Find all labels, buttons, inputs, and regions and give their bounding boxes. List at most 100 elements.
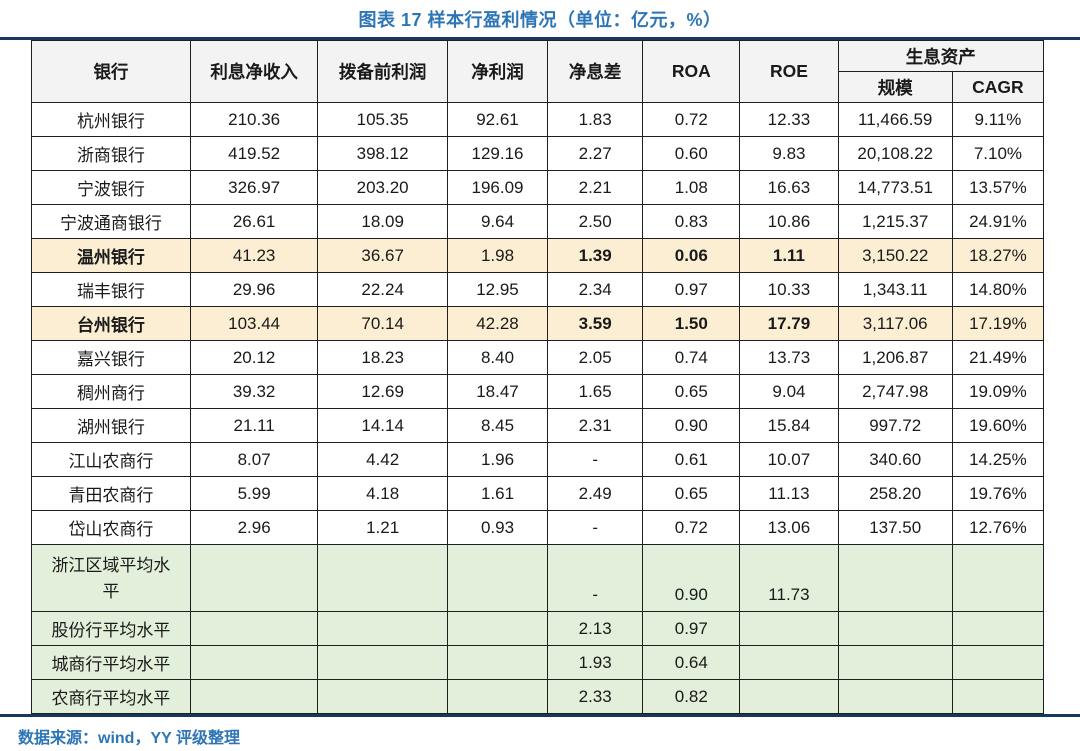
value-cell: 2.34 xyxy=(547,272,644,307)
value-cell: 10.33 xyxy=(739,272,839,307)
table-row: 稠州商行 39.32 12.69 18.47 1.65 0.65 9.04 2,747.98 1… xyxy=(31,374,1045,409)
value-cell xyxy=(837,544,953,612)
bank-name-cell: 农商行平均水平 xyxy=(31,679,191,714)
table-row: 宁波通商银行 26.61 18.09 9.64 2.50 0.83 10.86 1,215.3… xyxy=(31,204,1045,239)
value-cell: 1.65 xyxy=(547,374,644,409)
value-cell: 8.07 xyxy=(189,442,319,477)
sub-column-header-0: 规模 xyxy=(837,71,953,103)
table-row: 宁波银行 326.97 203.20 196.09 2.21 1.08 16.63 14,77… xyxy=(31,170,1045,205)
bank-name-cell: 稠州商行 xyxy=(31,374,191,409)
value-cell: 9.11% xyxy=(951,102,1045,137)
value-cell: 15.84 xyxy=(739,408,839,443)
value-cell: 340.60 xyxy=(837,442,953,477)
value-cell: 11,466.59 xyxy=(837,102,953,137)
value-cell: 137.50 xyxy=(837,510,953,545)
source-note: 数据来源：wind，YY 评级整理 xyxy=(18,730,240,747)
value-cell: 14.80% xyxy=(951,272,1045,307)
bank-name-cell: 浙商银行 xyxy=(31,136,191,171)
bank-name-cell: 股份行平均水平 xyxy=(31,611,191,646)
value-cell: 0.60 xyxy=(642,136,741,171)
value-cell xyxy=(951,611,1045,646)
value-cell: 0.97 xyxy=(642,272,741,307)
top-rule xyxy=(0,37,1080,40)
value-cell: 10.86 xyxy=(739,204,839,239)
value-cell: 129.16 xyxy=(446,136,549,171)
table-row: 浙商银行 419.52 398.12 129.16 2.27 0.60 9.83 20,108… xyxy=(31,136,1045,171)
table-row: 台州银行 103.44 70.14 42.28 3.59 1.50 17.79 3,117.0… xyxy=(31,306,1045,341)
value-cell: - xyxy=(547,544,644,612)
table-row: 江山农商行 8.07 4.42 1.96-0.61 10.07 340.60 14.25% xyxy=(31,442,1045,477)
value-cell: 103.44 xyxy=(189,306,319,341)
value-cell xyxy=(317,645,448,680)
value-cell: 14.25% xyxy=(951,442,1045,477)
table-row: 岱山农商行 2.96 1.21 0.93-0.72 13.06 137.50 12.76% xyxy=(31,510,1045,545)
value-cell: 18.27% xyxy=(951,238,1045,273)
value-cell: 21.49% xyxy=(951,340,1045,375)
table-row: 浙江区域平均水平 -0.90 11.73 xyxy=(31,544,1045,612)
value-cell xyxy=(951,679,1045,714)
value-cell: 105.35 xyxy=(317,102,448,137)
value-cell: 2.05 xyxy=(547,340,644,375)
value-cell: 18.09 xyxy=(317,204,448,239)
value-cell: 196.09 xyxy=(446,170,549,205)
value-cell: 0.72 xyxy=(642,102,741,137)
table-row: 温州银行 41.23 36.67 1.98 1.39 0.06 1.11 3,150.22 18… xyxy=(31,238,1045,273)
value-cell: 21.11 xyxy=(189,408,319,443)
table-row: 杭州银行 210.36 105.35 92.61 1.83 0.72 12.33 11,466… xyxy=(31,102,1045,137)
column-header-1: 利息净收入 xyxy=(189,40,319,103)
value-cell xyxy=(446,645,549,680)
value-cell: 10.07 xyxy=(739,442,839,477)
value-cell: 0.65 xyxy=(642,374,741,409)
value-cell xyxy=(739,679,839,714)
value-cell: 29.96 xyxy=(189,272,319,307)
column-group-header: 生息资产 xyxy=(837,40,1045,72)
value-cell xyxy=(446,611,549,646)
sub-column-header-1: CAGR xyxy=(951,71,1045,103)
value-cell: 19.60% xyxy=(951,408,1045,443)
value-cell: 20.12 xyxy=(189,340,319,375)
value-cell: 1.50 xyxy=(642,306,741,341)
table-row: 农商行平均水平 2.33 0.82 xyxy=(31,679,1045,714)
value-cell: 7.10% xyxy=(951,136,1045,171)
value-cell xyxy=(837,679,953,714)
value-cell: 1.83 xyxy=(547,102,644,137)
value-cell: 3,150.22 xyxy=(837,238,953,273)
value-cell: 22.24 xyxy=(317,272,448,307)
value-cell: 997.72 xyxy=(837,408,953,443)
value-cell: 1.98 xyxy=(446,238,549,273)
column-header-5: ROA xyxy=(642,40,741,103)
value-cell: - xyxy=(547,510,644,545)
value-cell: 1.61 xyxy=(446,476,549,511)
value-cell: 12.95 xyxy=(446,272,549,307)
value-cell: 4.42 xyxy=(317,442,448,477)
value-cell: 8.40 xyxy=(446,340,549,375)
value-cell: 2.21 xyxy=(547,170,644,205)
value-cell: 1.08 xyxy=(642,170,741,205)
value-cell: 8.45 xyxy=(446,408,549,443)
table-row: 城商行平均水平 1.93 0.64 xyxy=(31,645,1045,680)
value-cell: 11.73 xyxy=(739,544,839,612)
value-cell: 3,117.06 xyxy=(837,306,953,341)
value-cell: 13.73 xyxy=(739,340,839,375)
column-header-6: ROE xyxy=(739,40,839,103)
value-cell: 13.06 xyxy=(739,510,839,545)
bank-name-cell: 浙江区域平均水平 xyxy=(31,544,191,612)
bank-name-cell: 瑞丰银行 xyxy=(31,272,191,307)
table-row: 嘉兴银行 20.12 18.23 8.40 2.05 0.74 13.73 1,206.87 2… xyxy=(31,340,1045,375)
value-cell: 1.21 xyxy=(317,510,448,545)
value-cell xyxy=(317,544,448,612)
value-cell: 1.39 xyxy=(547,238,644,273)
value-cell: 41.23 xyxy=(189,238,319,273)
value-cell: 2,747.98 xyxy=(837,374,953,409)
value-cell: 0.90 xyxy=(642,544,741,612)
value-cell xyxy=(837,611,953,646)
value-cell: 2.33 xyxy=(547,679,644,714)
value-cell: 18.23 xyxy=(317,340,448,375)
value-cell: 1.96 xyxy=(446,442,549,477)
value-cell: 5.99 xyxy=(189,476,319,511)
value-cell: 258.20 xyxy=(837,476,953,511)
value-cell: 0.64 xyxy=(642,645,741,680)
bank-name-cell: 嘉兴银行 xyxy=(31,340,191,375)
value-cell: 2.49 xyxy=(547,476,644,511)
value-cell: 13.57% xyxy=(951,170,1045,205)
